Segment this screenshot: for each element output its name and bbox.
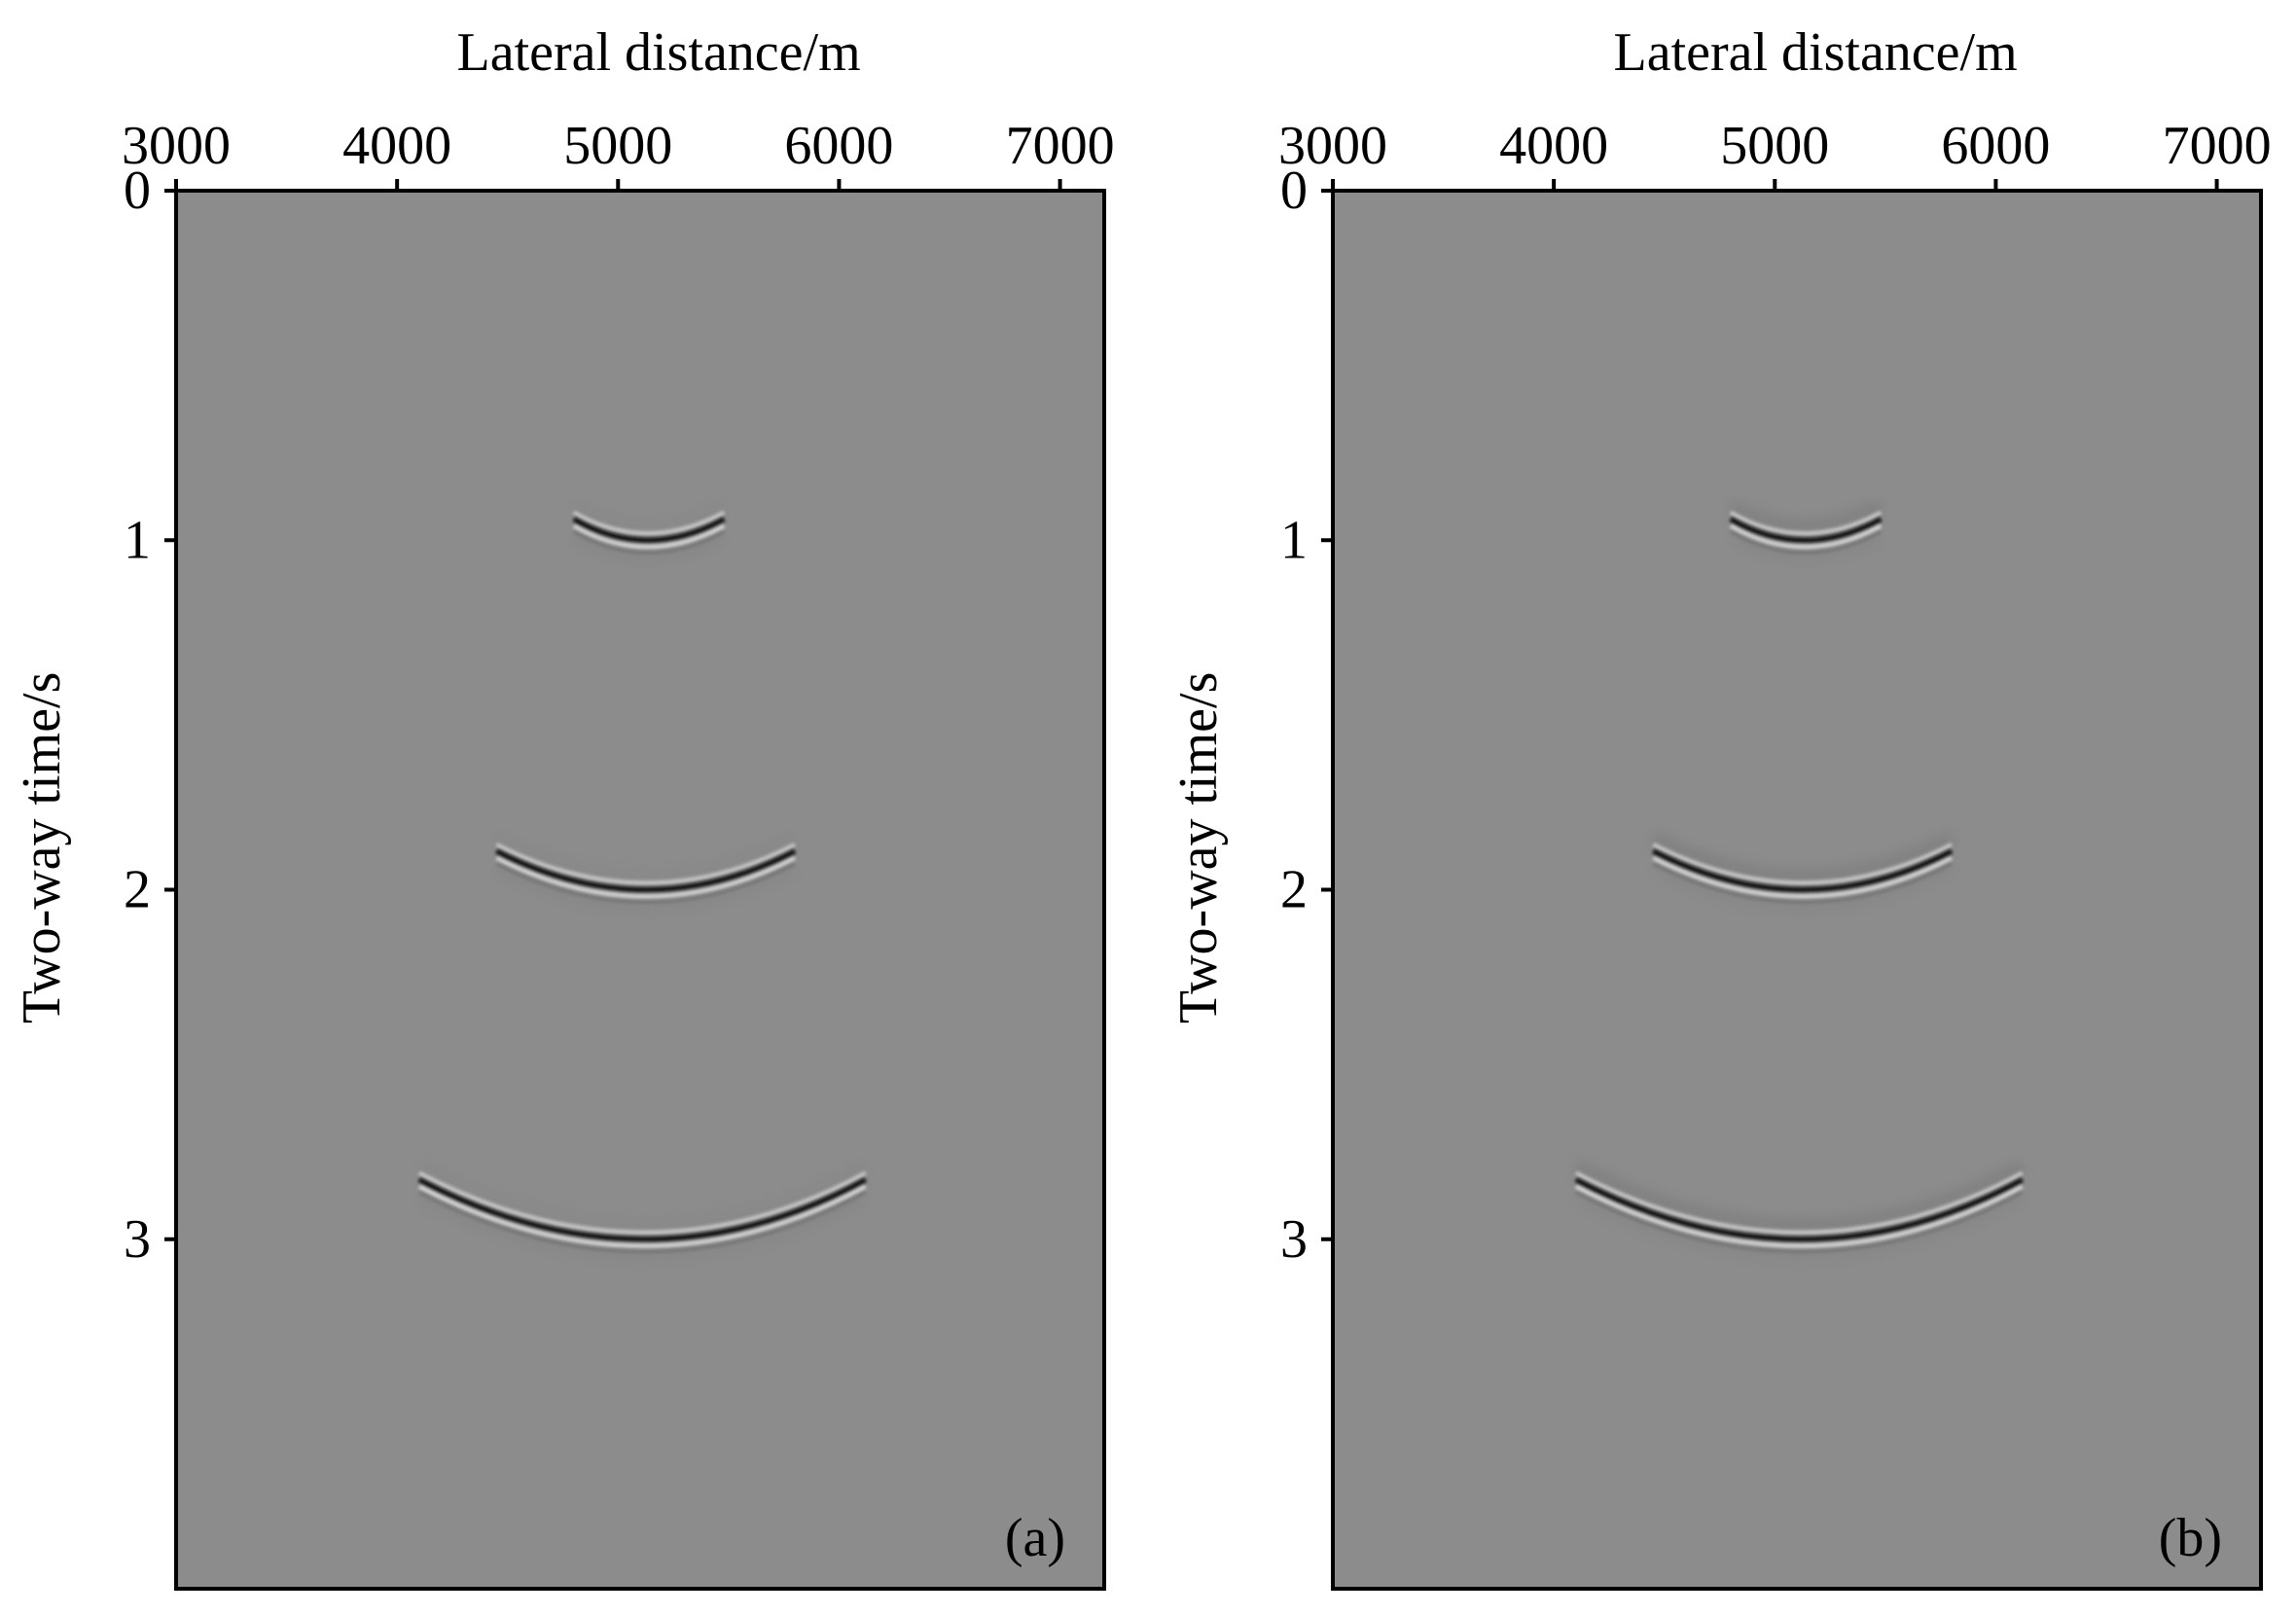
event-peak (495, 843, 796, 885)
event-peak (417, 1184, 867, 1248)
y-axis-label: Two-way time/s (12, 672, 72, 1024)
event-sidelobe (418, 1191, 867, 1254)
y-tick-label: 3 (124, 1209, 151, 1270)
x-axis-label: Lateral distance/m (457, 22, 861, 83)
event-halo (1573, 1192, 2026, 1263)
diffraction-events (1572, 499, 2027, 1263)
event-trough (572, 517, 726, 543)
event-peak (495, 856, 796, 899)
event-trough (1652, 848, 1954, 892)
diffraction-event-1 (570, 499, 728, 564)
panel-b: 3000 4000 5000 6000 7000 0 1 2 3 Lateral distan… (1168, 22, 2272, 1591)
panel-label: (a) (1005, 1508, 1065, 1568)
x-tick-label: 3000 (122, 116, 231, 176)
y-axis-ticks: 0 1 2 3 (124, 161, 176, 1270)
event-sidelobe (495, 862, 796, 904)
x-tick-label: 5000 (1720, 116, 1829, 176)
event-halo (1727, 531, 1884, 564)
event-peak (1652, 843, 1953, 885)
event-halo (416, 1192, 869, 1263)
event-sidelobe (1730, 530, 1883, 555)
y-tick-label: 0 (1280, 161, 1308, 221)
y-tick-label: 3 (1280, 1209, 1308, 1270)
y-tick-label: 1 (124, 510, 151, 570)
event-trough (495, 848, 797, 892)
event-trough (417, 1177, 867, 1242)
event-peak (572, 523, 726, 550)
event-peak (572, 510, 726, 536)
event-halo (570, 499, 728, 534)
diffraction-event-3 (1572, 1160, 2027, 1263)
event-halo (1650, 831, 1955, 883)
event-peak (417, 1170, 867, 1235)
event-halo (1727, 499, 1884, 534)
y-axis-ticks: 0 1 2 3 (1280, 161, 1333, 1270)
event-peak (1652, 856, 1953, 899)
x-axis-ticks: 3000 4000 5000 6000 7000 (1278, 116, 2272, 191)
x-tick-label: 5000 (563, 116, 672, 176)
event-halo (493, 831, 799, 883)
x-tick-label: 6000 (784, 116, 893, 176)
diffraction-events (415, 499, 870, 1263)
event-halo (1650, 863, 1955, 914)
event-peak (1729, 510, 1883, 536)
y-tick-label: 2 (124, 860, 151, 920)
event-sidelobe (1575, 1191, 2024, 1254)
diffraction-event-2 (493, 831, 799, 914)
diffraction-event-2 (1650, 831, 1955, 914)
y-tick-label: 0 (124, 161, 151, 221)
x-tick-label: 3000 (1278, 116, 1387, 176)
event-peak (1729, 523, 1883, 550)
y-tick-label: 1 (1280, 510, 1308, 570)
x-tick-label: 7000 (1006, 116, 1115, 176)
x-tick-label: 6000 (1941, 116, 2050, 176)
event-halo (415, 1160, 870, 1233)
event-sidelobe (573, 530, 726, 555)
event-trough (1574, 1177, 2024, 1242)
y-axis-label: Two-way time/s (1168, 672, 1229, 1024)
x-tick-label: 4000 (342, 116, 451, 176)
panel-label: (b) (2159, 1508, 2222, 1568)
diffraction-event-1 (1727, 499, 1884, 564)
panel-a: 3000 4000 5000 6000 7000 0 1 2 3 Lateral distan… (12, 22, 1115, 1591)
diffraction-event-3 (415, 1160, 870, 1263)
x-axis-label: Lateral distance/m (1614, 22, 2018, 83)
x-tick-label: 4000 (1499, 116, 1608, 176)
event-halo (1572, 1160, 2027, 1233)
event-peak (1574, 1184, 2024, 1248)
event-sidelobe (1652, 862, 1953, 904)
y-tick-label: 2 (1280, 860, 1308, 920)
x-axis-ticks: 3000 4000 5000 6000 7000 (122, 116, 1115, 191)
event-halo (570, 531, 728, 564)
event-halo (493, 863, 798, 914)
event-peak (1574, 1170, 2024, 1235)
event-trough (1729, 517, 1883, 543)
x-tick-label: 7000 (2163, 116, 2272, 176)
